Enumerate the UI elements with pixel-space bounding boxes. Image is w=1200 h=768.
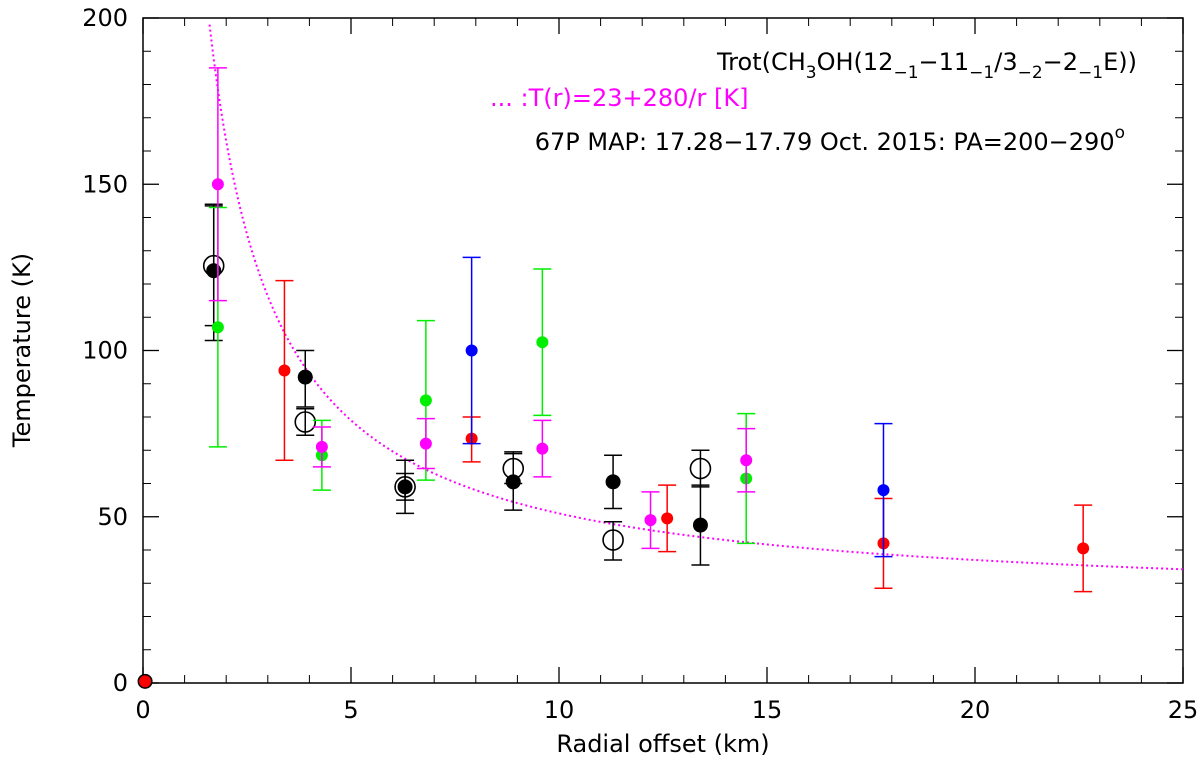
data-point (536, 442, 549, 455)
data-point-open (394, 476, 416, 498)
x-tick-label: 0 (135, 696, 150, 724)
axis-ticks (142, 17, 1184, 684)
series-blue (462, 256, 893, 558)
data-point-open (689, 457, 712, 480)
y-tick-label: 100 (82, 337, 128, 365)
data-point-open (202, 254, 225, 277)
series-black-open (202, 205, 712, 561)
x-tick-label: 15 (752, 696, 783, 724)
x-tick-label: 5 (343, 696, 358, 724)
y-tick-label: 200 (82, 4, 128, 32)
data-point-open (602, 529, 624, 551)
data-point (419, 437, 432, 450)
data-point (661, 512, 674, 525)
data-point (419, 394, 432, 407)
data-point (644, 514, 657, 527)
x-tick-label: 10 (544, 696, 575, 724)
y-tick-label: 150 (82, 170, 128, 198)
data-point (465, 344, 478, 357)
x-tick-label: 25 (1168, 696, 1199, 724)
data-point (692, 517, 708, 533)
x-tick-label: 20 (960, 696, 991, 724)
data-point (605, 474, 621, 490)
data-point-open (294, 411, 317, 433)
data-point (278, 364, 291, 377)
data-point (211, 178, 224, 191)
fit-curve (208, 24, 1184, 571)
tick-labels: 0 5 10 15 20 25 0 50 100 150 200 (82, 4, 1198, 724)
data-point-open (502, 457, 525, 480)
annotation-line-3: 67P MAP: 17.28−17.79 Oct. 2015: PA=200−2… (535, 123, 1125, 156)
data-markers (137, 67, 1093, 689)
y-tick-label: 0 (113, 669, 128, 697)
annotation-line-2: ... :T(r)=23+280/r [K] (490, 84, 748, 112)
data-point (297, 369, 313, 385)
series-magenta (208, 67, 756, 550)
data-point (740, 454, 753, 467)
y-tick-label: 50 (97, 503, 128, 531)
y-axis-title: Temperature (K) (8, 253, 36, 448)
data-point (211, 321, 224, 334)
annotation-line-1: Trot(CH3OH(12−1−11−1/3−2−2−1E)) (716, 48, 1137, 83)
data-point (877, 484, 890, 497)
data-point (1077, 542, 1090, 555)
x-axis-title: Radial offset (km) (556, 730, 769, 758)
data-point (315, 440, 328, 453)
data-point (139, 675, 152, 688)
data-point (536, 336, 549, 349)
